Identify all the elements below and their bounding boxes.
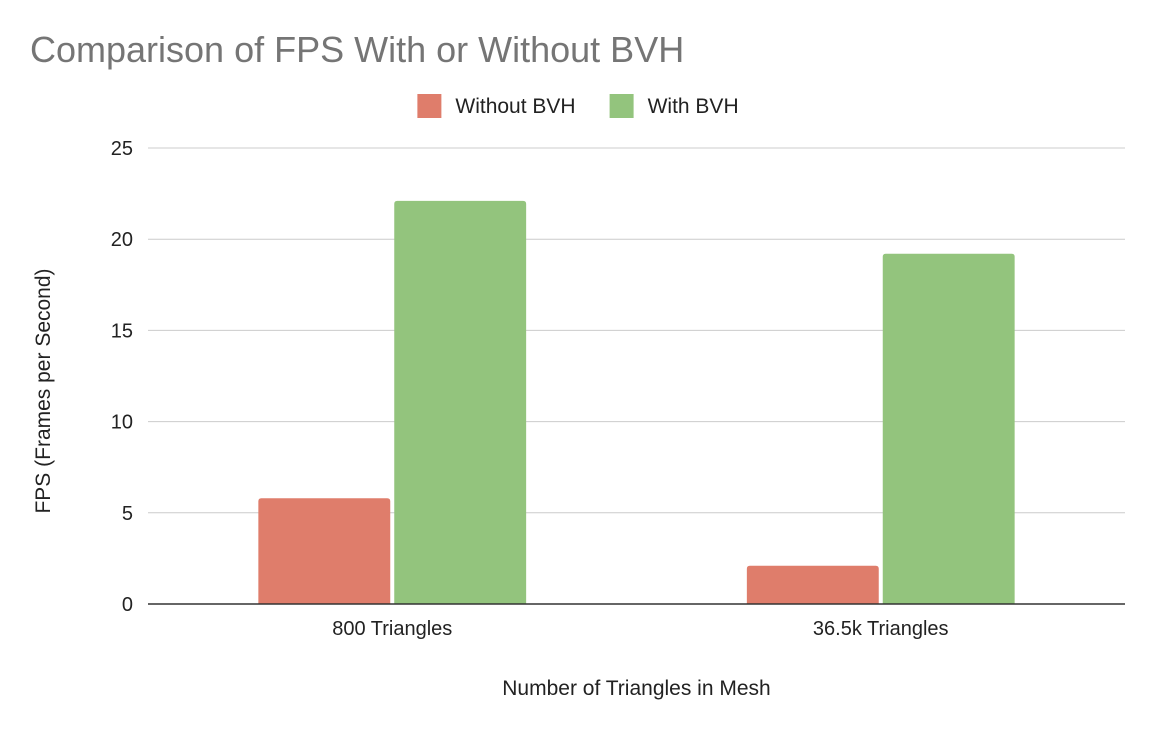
y-axis-ticks: 0 5 10 15 20 25: [111, 138, 133, 616]
legend-label: Without BVH: [455, 95, 575, 118]
y-tick-label: 10: [111, 412, 133, 434]
legend-label: With BVH: [648, 95, 739, 118]
bar-without-bvh: [746, 565, 879, 604]
y-tick-label: 25: [111, 138, 133, 160]
y-tick-label: 20: [111, 229, 133, 251]
y-axis-title: FPS (Frames per Second): [32, 268, 55, 513]
bars: [258, 200, 1015, 605]
x-axis-title: Number of Triangles in Mesh: [502, 677, 770, 700]
legend-swatch: [609, 94, 634, 118]
bar-with-bvh: [394, 200, 527, 604]
legend-swatch: [417, 94, 442, 118]
x-tick-label: 800 Triangles: [332, 618, 452, 640]
y-tick-label: 15: [111, 320, 133, 342]
y-tick-label: 5: [122, 503, 133, 525]
chart-title: Comparison of FPS With or Without BVH: [30, 29, 684, 70]
y-tick-label: 0: [122, 594, 133, 616]
x-axis-ticks: 800 Triangles 36.5k Triangles: [332, 618, 948, 640]
bar-without-bvh: [258, 498, 391, 604]
legend: Without BVH With BVH: [417, 94, 739, 118]
x-tick-label: 36.5k Triangles: [813, 618, 949, 640]
bar-with-bvh: [882, 253, 1015, 605]
